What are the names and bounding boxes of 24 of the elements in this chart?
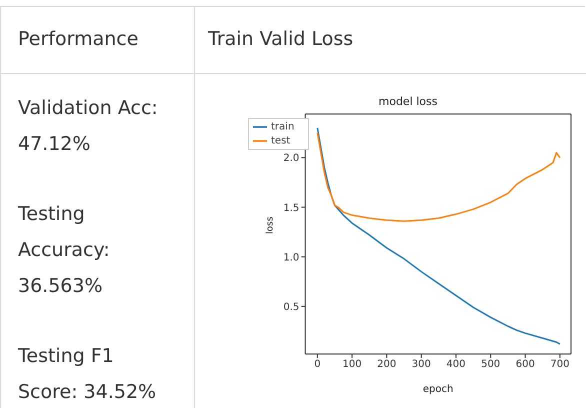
text: Performance	[18, 28, 138, 50]
x-tick-label: 300	[412, 359, 431, 370]
y-tick-label: 1.0	[283, 252, 300, 264]
x-tick-label: 600	[516, 359, 535, 370]
x-tick-label: 200	[377, 359, 396, 370]
chart-title: Train Valid Loss	[208, 28, 354, 50]
legend-label: test	[271, 136, 290, 147]
x-tick-label: 100	[342, 359, 362, 370]
x-tick-label: 700	[550, 359, 570, 370]
x-tick-label: 400	[446, 359, 466, 370]
y-tick-label: 1.5	[283, 202, 300, 214]
text: Testing Accuracy: 36.563%	[18, 202, 111, 299]
legend-label: train	[271, 122, 294, 133]
x-tick-label: 500	[481, 359, 500, 370]
chart-subtitle: model loss	[378, 95, 438, 108]
y-axis-title: loss	[265, 216, 276, 234]
line-series	[316, 127, 561, 345]
line-series	[316, 132, 561, 222]
x-axis-title: epoch	[422, 384, 454, 395]
text: Validation Acc: 47.12%	[18, 96, 159, 157]
x-tick-label: 0	[314, 359, 321, 370]
y-tick-label: 0.5	[283, 302, 300, 313]
y-tick-label: 2.0	[283, 153, 300, 164]
text: Testing F1 Score: 34.52%	[18, 344, 158, 405]
